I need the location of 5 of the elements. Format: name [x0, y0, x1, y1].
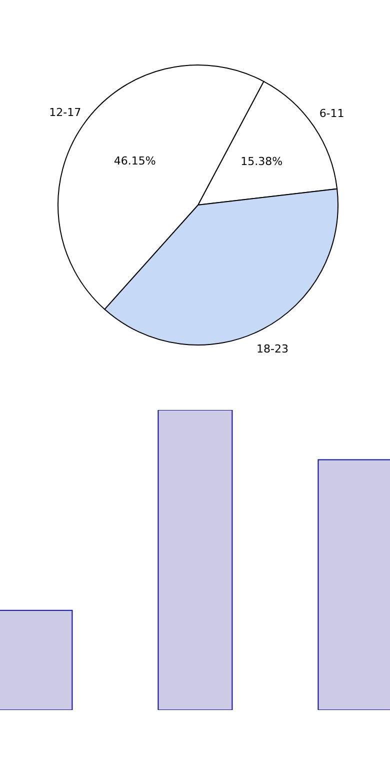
slice-label: 12-17	[49, 106, 82, 119]
data-label: 15.38%	[240, 155, 283, 168]
data-label: 46.15%	[114, 154, 156, 168]
slice-label: 18-23	[256, 342, 289, 356]
slice-label: 6-11	[319, 107, 344, 120]
